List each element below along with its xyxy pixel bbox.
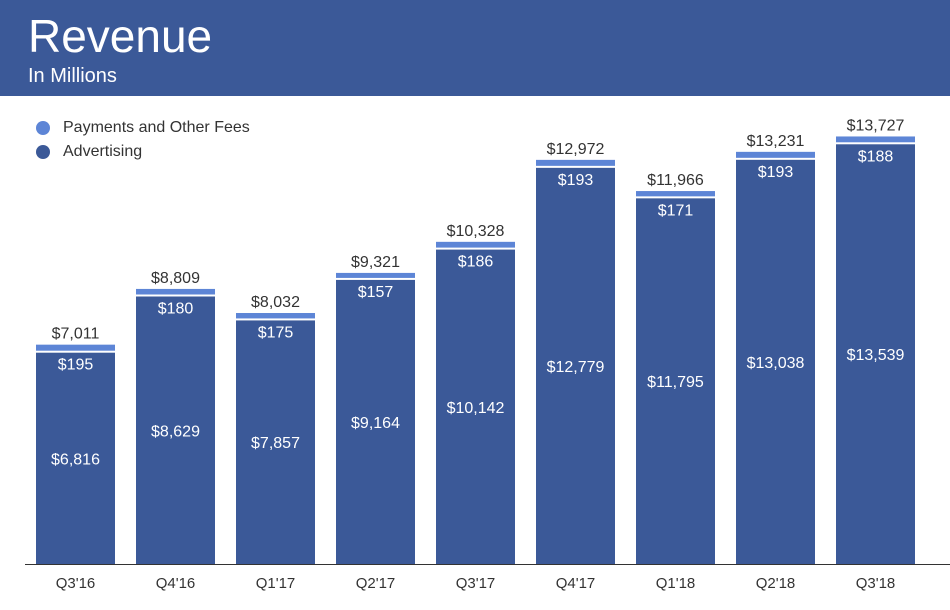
bar-advertising (736, 159, 815, 564)
page-subtitle: In Millions (28, 65, 117, 87)
label-payments: $175 (258, 324, 294, 341)
label-payments: $171 (658, 202, 694, 219)
label-advertising: $7,857 (251, 435, 300, 452)
x-tick-label: Q3'16 (56, 575, 96, 592)
label-total: $8,032 (251, 294, 300, 311)
bar-payments (136, 288, 215, 295)
bar-payments (536, 159, 615, 166)
x-tick-label: Q1'17 (256, 575, 296, 592)
label-payments: $186 (458, 254, 494, 271)
label-advertising: $13,539 (847, 347, 905, 364)
legend-swatch-payments (36, 121, 50, 135)
label-total: $8,809 (151, 270, 200, 287)
label-total: $7,011 (52, 326, 100, 343)
bar-advertising (36, 352, 115, 564)
header-banner: Revenue In Millions (0, 0, 950, 96)
label-payments: $195 (58, 357, 94, 374)
bar-payments (836, 136, 915, 143)
x-tick-label: Q2'18 (756, 575, 796, 592)
bar-payments (736, 151, 815, 158)
bar-payments (436, 241, 515, 248)
label-total: $9,321 (351, 254, 400, 271)
x-tick-label: Q1'18 (656, 575, 696, 592)
label-payments: $193 (758, 164, 794, 181)
bar-payments (636, 191, 715, 197)
label-total: $13,231 (747, 133, 805, 150)
chart-legend: Payments and Other Fees Advertising (36, 116, 250, 164)
label-payments: $188 (858, 148, 894, 165)
label-advertising: $12,779 (547, 359, 605, 376)
legend-item-advertising: Advertising (36, 140, 250, 164)
bar-payments (336, 272, 415, 278)
label-payments: $157 (358, 284, 394, 301)
legend-item-payments: Payments and Other Fees (36, 116, 250, 140)
label-payments: $193 (558, 172, 594, 189)
label-total: $10,328 (447, 223, 505, 240)
bar-advertising (436, 249, 515, 564)
bar-advertising (136, 296, 215, 564)
bar-payments (36, 344, 115, 351)
label-total: $13,727 (847, 117, 905, 134)
bar-advertising (636, 198, 715, 565)
bar-payments (236, 313, 315, 319)
x-tick-label: Q4'16 (156, 575, 196, 592)
legend-label-payments: Payments and Other Fees (63, 119, 250, 136)
label-total: $11,966 (647, 172, 704, 189)
x-tick-label: Q2'17 (356, 575, 396, 592)
label-advertising: $13,038 (747, 355, 805, 372)
bar-advertising (536, 167, 615, 564)
page-title: Revenue (28, 10, 213, 62)
label-advertising: $9,164 (351, 415, 400, 432)
x-tick-label: Q3'17 (456, 575, 496, 592)
label-advertising: $10,142 (447, 400, 505, 417)
x-tick-label: Q3'18 (856, 575, 896, 592)
label-payments: $180 (158, 301, 194, 318)
bar-advertising (336, 279, 415, 564)
label-advertising: $11,795 (647, 374, 704, 391)
label-total: $12,972 (547, 141, 605, 158)
bar-advertising (236, 320, 315, 564)
label-advertising: $6,816 (51, 451, 100, 468)
legend-swatch-advertising (36, 145, 50, 159)
x-tick-label: Q4'17 (556, 575, 596, 592)
legend-label-advertising: Advertising (63, 143, 143, 160)
label-advertising: $8,629 (151, 423, 200, 440)
bar-advertising (836, 144, 915, 564)
